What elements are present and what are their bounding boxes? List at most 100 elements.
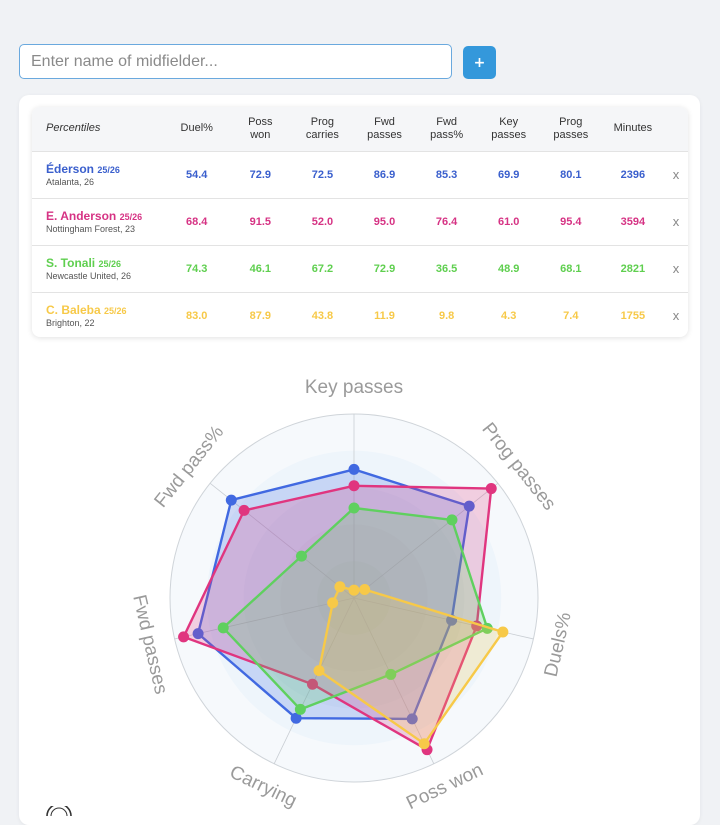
radar-data-point bbox=[295, 550, 307, 562]
search-bar: + bbox=[19, 44, 499, 82]
radar-spoke bbox=[174, 597, 355, 640]
player-cell: Éderson 25/26 Atalanta, 26 bbox=[32, 151, 164, 198]
radar-series-area bbox=[182, 484, 493, 751]
column-header-line: Prog bbox=[310, 115, 335, 128]
radar-data-point bbox=[294, 703, 306, 715]
stat-cell: 83.0 bbox=[186, 309, 208, 322]
stat-cell: 72.9 bbox=[249, 168, 272, 181]
stat-cell: 85.3 bbox=[435, 168, 458, 181]
player-cell: S. Tonali 25/26 Newcastle United, 26 bbox=[32, 245, 164, 292]
radar-data-point bbox=[178, 631, 190, 643]
radar-series-area bbox=[221, 506, 489, 711]
stat-cell: 2396 bbox=[620, 168, 646, 181]
stat-cell: 54.4 bbox=[186, 168, 208, 181]
column-header-line: Duel% bbox=[180, 122, 213, 135]
stat-cell: 72.9 bbox=[373, 262, 396, 275]
column-header: Minutes bbox=[602, 107, 664, 151]
remove-player-button[interactable]: x bbox=[672, 214, 680, 229]
column-header-line: Percentiles bbox=[46, 122, 101, 135]
stat-cell: 95.4 bbox=[560, 215, 582, 228]
stat-cell: 61.0 bbox=[497, 215, 520, 228]
column-header-line: Prog bbox=[559, 115, 583, 128]
radar-series-area bbox=[196, 468, 471, 721]
radar-data-point bbox=[306, 678, 318, 690]
stat-cell: 69.9 bbox=[497, 168, 520, 181]
stat-cell: 9.8 bbox=[438, 309, 455, 322]
stat-cell: 46.1 bbox=[249, 262, 272, 275]
info-icon[interactable] bbox=[46, 806, 72, 816]
player-season: 25/26 bbox=[97, 164, 120, 175]
radar-data-point bbox=[463, 500, 475, 512]
radar-data-point bbox=[348, 480, 360, 492]
column-header: Duel% bbox=[164, 107, 229, 151]
column-header-line: Fwd bbox=[436, 115, 457, 128]
table-header: Percentiles Duel% Poss won Prog carries Fwd pas… bbox=[32, 107, 688, 151]
player-name-text: Éderson bbox=[46, 161, 95, 176]
player-cell: E. Anderson 25/26 Nottingham Forest, 23 bbox=[32, 198, 164, 245]
player-season: 25/26 bbox=[104, 305, 127, 316]
percentiles-table: Percentiles Duel% Poss won Prog carries Fwd pas… bbox=[32, 107, 688, 337]
radar-data-point bbox=[327, 597, 339, 609]
column-header-line: passes bbox=[491, 128, 527, 141]
radar-data-point bbox=[348, 463, 360, 475]
player-name-text: C. Baleba bbox=[46, 302, 101, 317]
column-header-line: Poss bbox=[248, 115, 273, 128]
stat-cell: 2821 bbox=[620, 262, 646, 275]
column-header-line: passes bbox=[553, 128, 589, 141]
stat-cell: 91.5 bbox=[249, 215, 272, 228]
column-header-line: carries bbox=[305, 128, 339, 141]
stat-cell: 36.5 bbox=[435, 262, 458, 275]
column-header: Poss won bbox=[229, 107, 291, 151]
stat-cell: 72.5 bbox=[311, 168, 334, 181]
stat-cell: 67.2 bbox=[311, 262, 334, 275]
table-row: E. Anderson 25/26 Nottingham Forest, 23 68… bbox=[32, 198, 688, 245]
remove-player-button[interactable]: x bbox=[672, 261, 680, 276]
table-row: Éderson 25/26 Atalanta, 26 54.4 72.9 72.5 86.… bbox=[32, 151, 688, 198]
radar-data-point bbox=[348, 584, 360, 596]
radar-data-point bbox=[497, 626, 509, 638]
stat-cell: 68.1 bbox=[560, 262, 582, 275]
radar-data-point bbox=[418, 738, 430, 750]
player-name[interactable]: E. Anderson 25/26 bbox=[46, 209, 164, 224]
radar-data-point bbox=[225, 494, 237, 506]
radar-axis-label: Duels% bbox=[541, 610, 576, 679]
radar-data-point bbox=[485, 483, 497, 495]
player-cell: C. Baleba 25/26 Brighton, 22 bbox=[32, 292, 164, 337]
stat-cell: 1755 bbox=[620, 309, 646, 322]
player-club: Atalanta, 26 bbox=[46, 176, 95, 187]
table-row: C. Baleba 25/26 Brighton, 22 83.0 87.9 43.8 1… bbox=[32, 292, 688, 337]
stat-cell: 87.9 bbox=[249, 309, 272, 322]
remove-player-button[interactable]: x bbox=[672, 167, 680, 182]
stat-cell: 48.9 bbox=[497, 262, 520, 275]
stat-cell: 95.0 bbox=[373, 215, 396, 228]
player-name[interactable]: C. Baleba 25/26 bbox=[46, 303, 164, 318]
player-name[interactable]: Éderson 25/26 bbox=[46, 162, 164, 177]
stat-cell: 3594 bbox=[620, 215, 646, 228]
radar-axis-label: Fwd passes bbox=[128, 593, 171, 697]
stat-cell: 43.8 bbox=[311, 309, 334, 322]
column-header-line: Minutes bbox=[613, 122, 653, 135]
add-player-button[interactable]: + bbox=[463, 46, 496, 79]
radar-data-point bbox=[313, 665, 325, 677]
stat-cell: 76.4 bbox=[435, 215, 458, 228]
radar-axis-label: Key passes bbox=[305, 377, 403, 398]
player-name-text: E. Anderson bbox=[46, 208, 117, 223]
radar-data-point bbox=[217, 622, 229, 634]
player-club: Brighton, 22 bbox=[46, 317, 95, 328]
radar-spoke bbox=[353, 597, 435, 764]
stat-cell: 4.3 bbox=[501, 309, 517, 322]
radar-data-point bbox=[192, 628, 204, 640]
player-name-text: S. Tonali bbox=[46, 255, 96, 270]
radar-data-point bbox=[348, 502, 360, 514]
column-header: Key passes bbox=[478, 107, 540, 151]
column-header-line: passes bbox=[367, 128, 402, 141]
radar-data-point bbox=[385, 668, 397, 680]
column-header: Prog passes bbox=[540, 107, 602, 151]
search-input[interactable] bbox=[19, 44, 452, 79]
column-header-line: Fwd bbox=[374, 115, 395, 128]
column-header: Percentiles bbox=[32, 107, 164, 151]
player-name[interactable]: S. Tonali 25/26 bbox=[46, 256, 164, 271]
radar-data-point bbox=[334, 581, 346, 593]
stat-cell: 52.0 bbox=[311, 215, 334, 228]
remove-player-button[interactable]: x bbox=[672, 308, 680, 324]
